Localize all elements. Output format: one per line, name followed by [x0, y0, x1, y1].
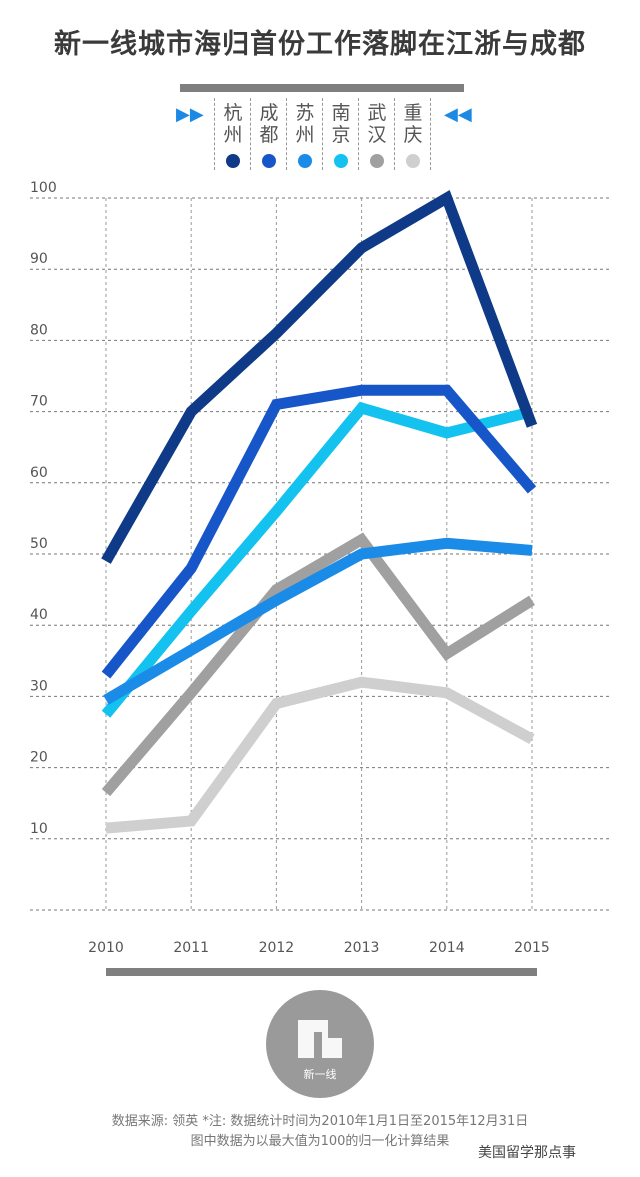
legend-dot [262, 154, 276, 168]
x-tick-label: 2014 [429, 940, 465, 956]
legend-item-chengdu: 成都 [250, 98, 287, 170]
legend-dot [226, 154, 240, 168]
y-tick-label: 90 [30, 251, 48, 267]
x-tick-label: 2010 [88, 940, 124, 956]
legend-dot [334, 154, 348, 168]
legend-dot [298, 154, 312, 168]
legend-label: 杭州 [223, 102, 243, 146]
watermark: 美国留学那点事 [478, 1145, 576, 1161]
series-line-3 [101, 401, 534, 718]
top-divider-bar [180, 84, 464, 92]
series-line-2 [103, 537, 533, 705]
source-note: 数据来源: 领英 *注: 数据统计时间为2010年1月1日至2015年12月31… [0, 1112, 640, 1152]
y-tick-label: 40 [30, 607, 48, 623]
logo-text: 新一线 [303, 1068, 337, 1081]
x-tick-label: 2013 [344, 940, 380, 956]
y-tick-label: 30 [30, 678, 48, 694]
legend-label: 南京 [331, 102, 351, 146]
chart-series-lines [101, 189, 538, 834]
x-tick-label: 2011 [173, 940, 209, 956]
series-line-4 [101, 532, 535, 797]
legend-label: 苏州 [295, 102, 315, 146]
y-tick-label: 80 [30, 322, 48, 338]
source-line-1: 数据来源: 领英 *注: 数据统计时间为2010年1月1日至2015年12月31… [111, 1114, 529, 1129]
legend: ▶▶ 杭州 成都 苏州 南京 武汉 重庆 ◀◀ [0, 98, 640, 178]
y-tick-label: 60 [30, 465, 48, 481]
legend-end-divider [430, 98, 431, 170]
brand-logo: 新一线 [266, 990, 374, 1098]
x-tick-label: 2012 [259, 940, 295, 956]
legend-arrow-left-icon: ◀◀ [444, 104, 472, 125]
series-line-5 [105, 676, 535, 834]
legend-item-suzhou: 苏州 [286, 98, 323, 170]
y-tick-label: 70 [30, 394, 48, 410]
legend-dot [370, 154, 384, 168]
chart-title: 新一线城市海归首份工作落脚在江浙与成都 [54, 29, 586, 60]
source-line-2: 图中数据为以最大值为100的归一化计算结果 [190, 1134, 450, 1149]
legend-item-hangzhou: 杭州 [214, 98, 251, 170]
y-tick-label: 10 [30, 821, 48, 837]
legend-item-chongqing: 重庆 [394, 98, 431, 170]
y-tick-label: 100 [30, 180, 57, 196]
series-line-1 [101, 384, 537, 679]
legend-arrow-right-icon: ▶▶ [176, 104, 204, 125]
legend-item-nanjing: 南京 [322, 98, 359, 170]
legend-label: 成都 [259, 102, 279, 146]
x-tick-label: 2015 [514, 940, 550, 956]
bottom-divider-bar [106, 968, 537, 976]
legend-label: 武汉 [367, 102, 387, 146]
legend-dot [406, 154, 420, 168]
y-tick-label: 20 [30, 750, 48, 766]
y-tick-label: 50 [30, 536, 48, 552]
legend-item-wuhan: 武汉 [358, 98, 395, 170]
legend-label: 重庆 [403, 102, 423, 146]
logo-mark-icon [298, 1020, 342, 1058]
chart-axis-labels: 10 20 30 40 50 60 70 80 90 100 2010 2011 2012 2013 201… [30, 180, 550, 956]
series-line-0 [101, 189, 538, 564]
